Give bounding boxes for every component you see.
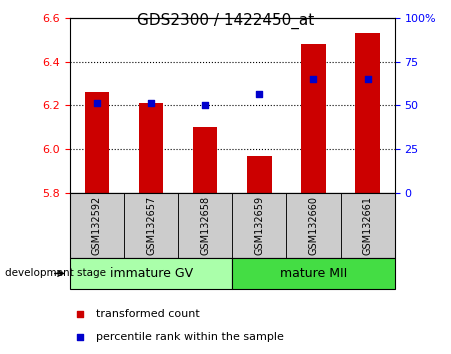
Text: GSM132661: GSM132661 bbox=[363, 196, 373, 255]
Bar bbox=[286, 193, 341, 258]
Text: percentile rank within the sample: percentile rank within the sample bbox=[96, 332, 284, 342]
Point bbox=[310, 76, 317, 82]
Bar bbox=[139, 103, 163, 193]
Bar bbox=[70, 193, 124, 258]
Text: immature GV: immature GV bbox=[110, 267, 193, 280]
Text: GSM132660: GSM132660 bbox=[308, 196, 318, 255]
Point bbox=[76, 334, 83, 339]
Point bbox=[76, 311, 83, 316]
Point bbox=[256, 92, 263, 97]
Bar bbox=[70, 258, 232, 289]
Bar bbox=[341, 193, 395, 258]
Text: mature MII: mature MII bbox=[280, 267, 347, 280]
Point bbox=[364, 76, 371, 82]
Bar bbox=[232, 193, 286, 258]
Text: development stage: development stage bbox=[5, 268, 106, 279]
Bar bbox=[301, 44, 326, 193]
Point bbox=[202, 102, 209, 108]
Bar bbox=[355, 33, 380, 193]
Bar bbox=[232, 258, 395, 289]
Bar bbox=[124, 193, 178, 258]
Text: GSM132659: GSM132659 bbox=[254, 196, 264, 255]
Text: GSM132592: GSM132592 bbox=[92, 196, 102, 255]
Text: GDS2300 / 1422450_at: GDS2300 / 1422450_at bbox=[137, 12, 314, 29]
Text: GSM132657: GSM132657 bbox=[146, 196, 156, 255]
Bar bbox=[247, 156, 272, 193]
Text: transformed count: transformed count bbox=[96, 309, 200, 319]
Bar bbox=[85, 92, 109, 193]
Point bbox=[93, 100, 101, 106]
Text: GSM132658: GSM132658 bbox=[200, 196, 210, 255]
Bar bbox=[193, 127, 217, 193]
Bar bbox=[178, 193, 232, 258]
Point bbox=[147, 100, 155, 106]
